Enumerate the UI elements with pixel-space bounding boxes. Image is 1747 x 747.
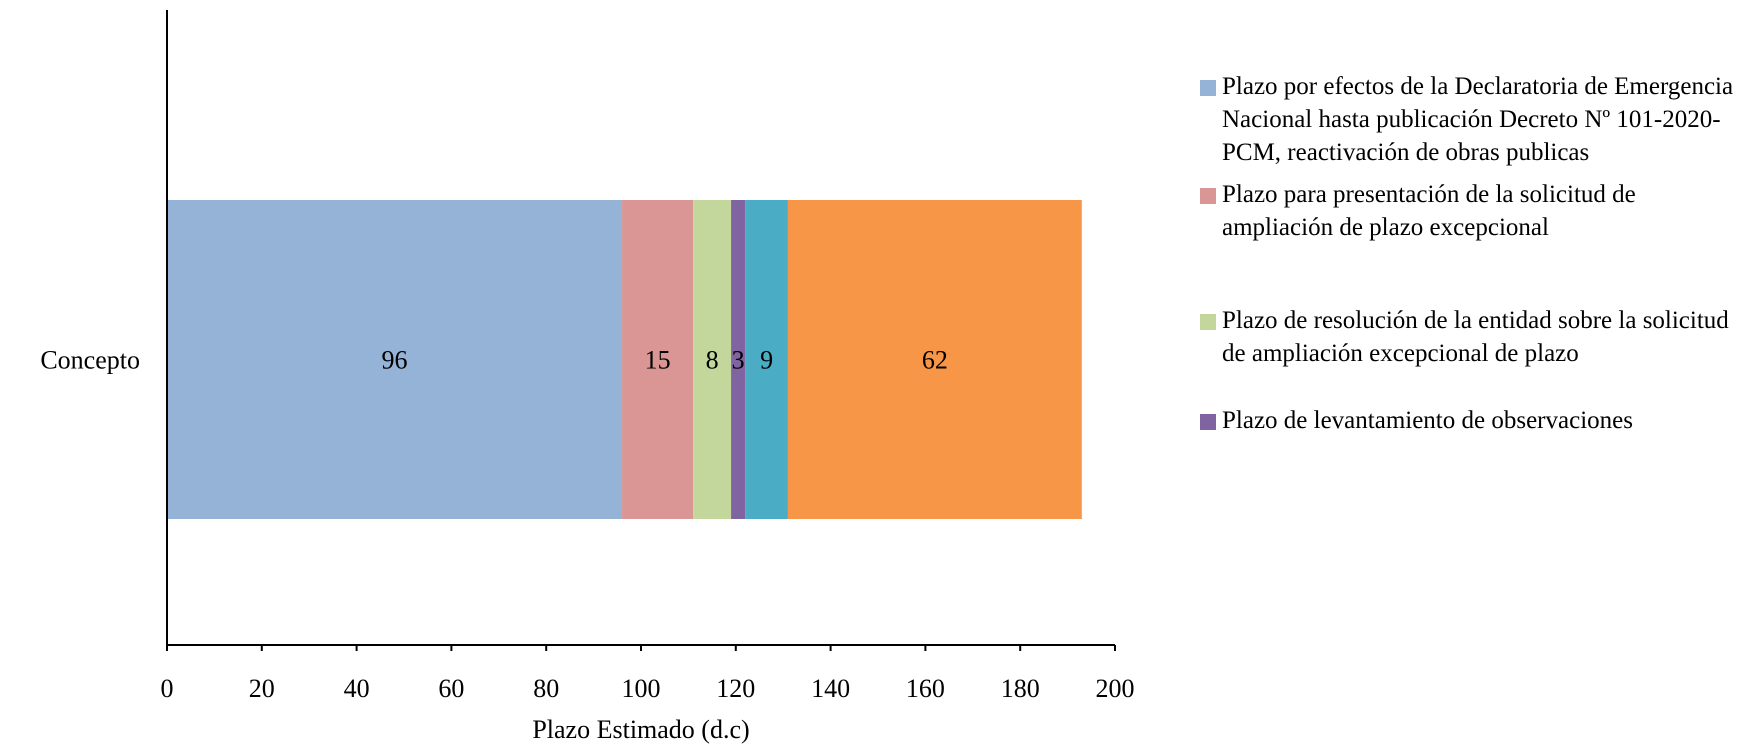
bar-segment-4 bbox=[731, 200, 746, 519]
bar-segment-6 bbox=[787, 200, 1082, 519]
data-label-2: 15 bbox=[645, 346, 671, 375]
bar-segments bbox=[167, 200, 1082, 519]
legend-item: Plazo para presentación de la solicitud … bbox=[1200, 178, 1745, 244]
x-tick-label: 140 bbox=[811, 674, 850, 703]
x-tick-label: 40 bbox=[344, 674, 370, 703]
x-tick-label: 160 bbox=[906, 674, 945, 703]
data-label-6: 62 bbox=[922, 346, 948, 375]
bar-segment-1 bbox=[167, 200, 623, 519]
legend: Plazo por efectos de la Declaratoria de … bbox=[1200, 70, 1745, 437]
legend-label: Plazo por efectos de la Declaratoria de … bbox=[1222, 73, 1734, 166]
x-tick-label: 180 bbox=[1001, 674, 1040, 703]
legend-item: Plazo de levantamiento de observaciones bbox=[1200, 404, 1745, 437]
x-tick-label: 200 bbox=[1096, 674, 1135, 703]
x-tick-label: 80 bbox=[533, 674, 559, 703]
data-label-5: 9 bbox=[760, 346, 773, 375]
legend-swatch bbox=[1200, 188, 1216, 204]
legend-swatch bbox=[1200, 414, 1216, 430]
x-tick-label: 100 bbox=[622, 674, 661, 703]
category-labels: Concepto bbox=[40, 346, 140, 375]
data-labels: 96 15 8 3 9 62 bbox=[382, 346, 948, 375]
x-axis-ticks: 0 20 40 60 80 100 120 140 160 180 200 bbox=[161, 645, 1135, 703]
bar-segment-2 bbox=[622, 200, 694, 519]
legend-item: Plazo por efectos de la Declaratoria de … bbox=[1200, 70, 1745, 169]
category-label: Concepto bbox=[40, 346, 140, 375]
bar-segment-3 bbox=[693, 200, 732, 519]
legend-swatch bbox=[1200, 314, 1216, 330]
legend-item: Plazo de resolución de la entidad sobre … bbox=[1200, 304, 1745, 370]
x-tick-label: 120 bbox=[716, 674, 755, 703]
data-label-4: 3 bbox=[732, 346, 745, 375]
x-tick-label: 60 bbox=[438, 674, 464, 703]
legend-label: Plazo para presentación de la solicitud … bbox=[1222, 181, 1636, 241]
x-axis-title: Plazo Estimado (d.c) bbox=[532, 715, 749, 744]
x-tick-label: 20 bbox=[249, 674, 275, 703]
data-label-3: 8 bbox=[706, 346, 719, 375]
legend-label: Plazo de levantamiento de observaciones bbox=[1222, 407, 1633, 434]
legend-swatch bbox=[1200, 80, 1216, 96]
x-tick-label: 0 bbox=[161, 674, 174, 703]
data-label-1: 96 bbox=[382, 346, 408, 375]
legend-label: Plazo de resolución de la entidad sobre … bbox=[1222, 307, 1729, 367]
bar-segment-5 bbox=[745, 200, 788, 519]
